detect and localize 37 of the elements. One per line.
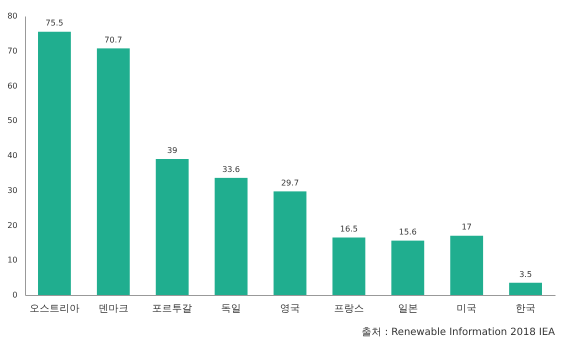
x-tick-label: 독일 [221, 304, 242, 314]
bar [214, 178, 248, 295]
y-tick-label: 50 [7, 116, 18, 126]
x-tick-label: 영국 [280, 304, 300, 314]
y-tick-label: 80 [7, 12, 18, 20]
y-tick-label: 40 [7, 151, 18, 160]
bar [156, 158, 189, 295]
y-tick-label: 70 [7, 46, 18, 56]
y-tick-label: 0 [12, 290, 18, 300]
bar [38, 32, 71, 295]
x-tick-label: 덴마크 [98, 304, 128, 314]
bar [450, 236, 484, 295]
y-tick-label: 60 [7, 81, 18, 90]
y-tick-label: 10 [7, 256, 18, 265]
x-tick-label: 미국 [456, 304, 477, 314]
bar [391, 240, 424, 295]
y-tick-label: 20 [7, 220, 18, 230]
data-label: 17 [462, 222, 472, 232]
data-label: 70.7 [104, 35, 122, 44]
bar [332, 237, 366, 295]
data-label: 33.6 [222, 164, 240, 174]
data-label: 29.7 [281, 178, 299, 188]
bar [274, 191, 306, 295]
source-note: 출처 : Renewable Information 2018 IEA [362, 327, 556, 338]
y-tick-label: 30 [7, 186, 18, 195]
x-tick-label: 한국 [516, 304, 536, 314]
x-tick-label: 포르투갈 [152, 304, 192, 314]
data-label: 15.6 [398, 228, 417, 237]
x-tick-label: 일본 [398, 304, 418, 314]
data-label: 16.5 [340, 224, 358, 234]
data-label: 3.5 [519, 270, 532, 279]
bar [509, 282, 542, 295]
x-tick-label: 프랑스 [334, 304, 364, 314]
data-label: 75.5 [46, 18, 64, 28]
bar [96, 48, 130, 295]
x-tick-label: 오스트리아 [29, 304, 80, 314]
data-label: 39 [167, 146, 178, 155]
